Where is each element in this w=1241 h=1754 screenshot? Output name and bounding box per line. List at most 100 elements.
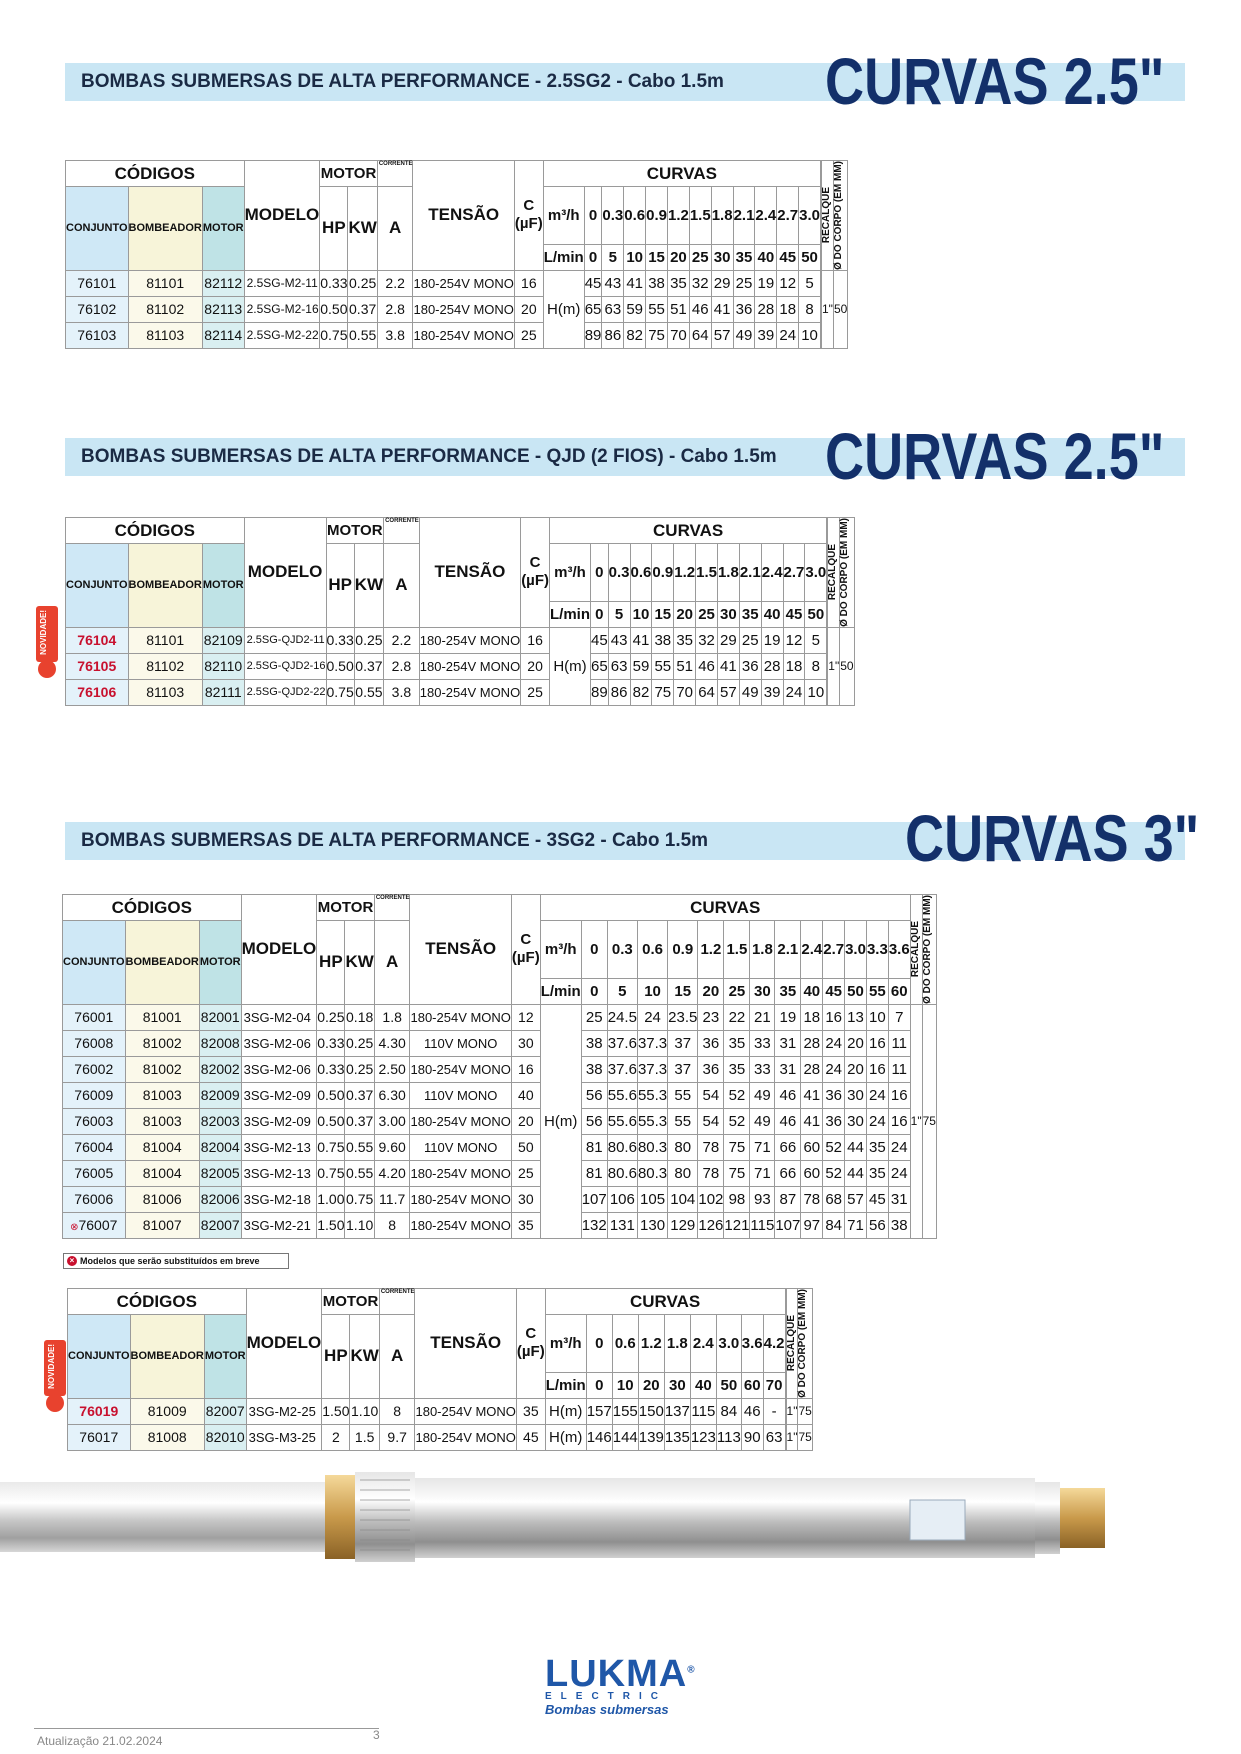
curvas-header: CURVAS xyxy=(544,1288,786,1315)
head-value: 30 xyxy=(844,1107,867,1135)
head-value: 37 xyxy=(667,1055,699,1083)
motor-col-header: MOTOR xyxy=(198,920,242,1005)
head-value: 75 xyxy=(645,321,668,349)
conjunto-cell: 76009 xyxy=(62,1081,126,1109)
conjunto-header: CONJUNTO xyxy=(67,1314,131,1399)
head-value: 157 xyxy=(585,1397,613,1425)
m3h-value: 1.5 xyxy=(695,543,718,602)
table-row: 76103 81103 82114 2.5SG-M2-22 0.75 0.55 3.8 180… xyxy=(65,321,848,349)
capacitor-header: C (µF) xyxy=(520,517,550,628)
tensao-cell: 180-254V MONO xyxy=(418,678,522,706)
table-row: ⊗76007 81007 82007 3SG-M2-21 1.50 1.10 8 180-25… xyxy=(62,1211,937,1239)
head-value: 131 xyxy=(606,1211,638,1239)
a-cell: 11.7 xyxy=(373,1185,411,1213)
head-value: 123 xyxy=(689,1423,717,1451)
m3h-value: 0.3 xyxy=(606,920,638,979)
head-value: 35 xyxy=(865,1133,889,1161)
head-value: 75 xyxy=(723,1133,751,1161)
section2-banner: BOMBAS SUBMERSAS DE ALTA PERFORMANCE - Q… xyxy=(65,438,1185,476)
head-value: 28 xyxy=(760,652,784,680)
a-cell: 6.30 xyxy=(373,1081,411,1109)
head-value: 24 xyxy=(636,1003,669,1031)
novidade-drop-icon-2 xyxy=(46,1394,64,1412)
head-value: 22 xyxy=(723,1003,751,1031)
head-value: 106 xyxy=(606,1185,638,1213)
head-value: 49 xyxy=(738,678,762,706)
capacitor-cell: 50 xyxy=(510,1133,541,1161)
close-circle-icon: × xyxy=(67,1256,77,1266)
a-cell: 3.00 xyxy=(373,1107,411,1135)
m3h-value: 0.9 xyxy=(645,186,668,245)
lmin-header: L/min xyxy=(544,1371,587,1399)
lmin-value: 50 xyxy=(844,977,867,1005)
head-value: 37.3 xyxy=(636,1029,669,1057)
head-value: 132 xyxy=(580,1211,608,1239)
bombeador-header: BOMBEADOR xyxy=(129,1314,205,1399)
section2-curvas-title: CURVAS 2.5" xyxy=(825,419,1165,493)
head-value: 78 xyxy=(697,1159,725,1187)
head-value: 43 xyxy=(601,269,625,297)
table-2-5sg2: CÓDIGOS MODELO MOTOR CORRENTE TENSÃO C (µF) CUR… xyxy=(65,160,849,349)
head-value: 38 xyxy=(580,1055,608,1083)
head-value: 102 xyxy=(697,1185,725,1213)
modelo-header: MODELO xyxy=(245,1288,323,1399)
a-cell: 2.8 xyxy=(376,295,414,323)
head-value: 59 xyxy=(623,295,647,323)
m3h-value: 2.4 xyxy=(754,186,778,245)
modelo-cell: 3SG-M2-04 xyxy=(240,1003,318,1031)
lmin-value: 5 xyxy=(607,600,631,628)
pump-image xyxy=(0,1472,1105,1562)
head-value: 89 xyxy=(589,678,609,706)
table-row: 76009 81003 82009 3SG-M2-09 0.50 0.37 6.30 110V… xyxy=(62,1081,937,1109)
lmin-value: 25 xyxy=(723,977,751,1005)
tensao-cell: 180-254V MONO xyxy=(409,1003,512,1031)
head-value: 56 xyxy=(580,1107,608,1135)
head-value: 82 xyxy=(629,678,653,706)
m3h-value: 0.6 xyxy=(623,186,647,245)
tensao-cell: 180-254V MONO xyxy=(412,295,515,323)
a-cell: 2.50 xyxy=(373,1055,411,1083)
recalque-cell: 1" xyxy=(785,1423,799,1451)
hp-cell: 0.33 xyxy=(325,626,355,654)
capacitor-cell: 16 xyxy=(520,626,550,654)
head-value: 54 xyxy=(697,1107,725,1135)
modelo-cell: 2.5SG-M2-22 xyxy=(243,321,321,349)
head-value: 63 xyxy=(601,295,625,323)
m3h-value: 0.6 xyxy=(636,920,669,979)
bombeador-cell: 81101 xyxy=(127,269,203,297)
bombeador-header: BOMBEADOR xyxy=(127,186,203,271)
head-value: 10 xyxy=(865,1003,889,1031)
section3-banner-text: BOMBAS SUBMERSAS DE ALTA PERFORMANCE - 3… xyxy=(81,830,709,851)
head-value: 11 xyxy=(887,1029,911,1057)
head-value: 55 xyxy=(651,652,675,680)
head-value: 24.5 xyxy=(606,1003,638,1031)
conjunto-cell: 76005 xyxy=(62,1159,126,1187)
lmin-value: 45 xyxy=(776,243,800,271)
head-value: 52 xyxy=(822,1133,846,1161)
m3h-value: 1.8 xyxy=(710,186,734,245)
head-value: 35 xyxy=(666,269,690,297)
kw-cell: 1.10 xyxy=(344,1211,375,1239)
lmin-value: 10 xyxy=(629,600,653,628)
head-value: 35 xyxy=(723,1029,751,1057)
head-value: 63 xyxy=(607,652,631,680)
kw-cell: 0.37 xyxy=(344,1107,375,1135)
table-row: 76105 81102 82110 2.5SG-QJD2-16 0.50 0.37 2.8 1… xyxy=(65,652,855,680)
head-value: 75 xyxy=(651,678,675,706)
conjunto-cell: 76103 xyxy=(65,321,129,349)
hm-label: H(m) xyxy=(539,1003,582,1239)
head-value: 46 xyxy=(688,295,712,323)
head-value: 19 xyxy=(774,1003,802,1031)
bombeador-cell: 81101 xyxy=(127,626,203,654)
lmin-value: 15 xyxy=(651,600,675,628)
a-cell: 9.7 xyxy=(378,1423,416,1451)
head-value: 37.6 xyxy=(606,1055,638,1083)
motor-cell: 82114 xyxy=(201,321,245,349)
head-value: 71 xyxy=(749,1159,776,1187)
tensao-cell: 110V MONO xyxy=(409,1133,512,1161)
head-value: 16 xyxy=(865,1055,889,1083)
modelo-cell: 3SG-M2-09 xyxy=(240,1081,318,1109)
kw-cell: 1.10 xyxy=(349,1397,380,1425)
kw-cell: 0.37 xyxy=(344,1081,375,1109)
lmin-value: 20 xyxy=(637,1371,665,1399)
